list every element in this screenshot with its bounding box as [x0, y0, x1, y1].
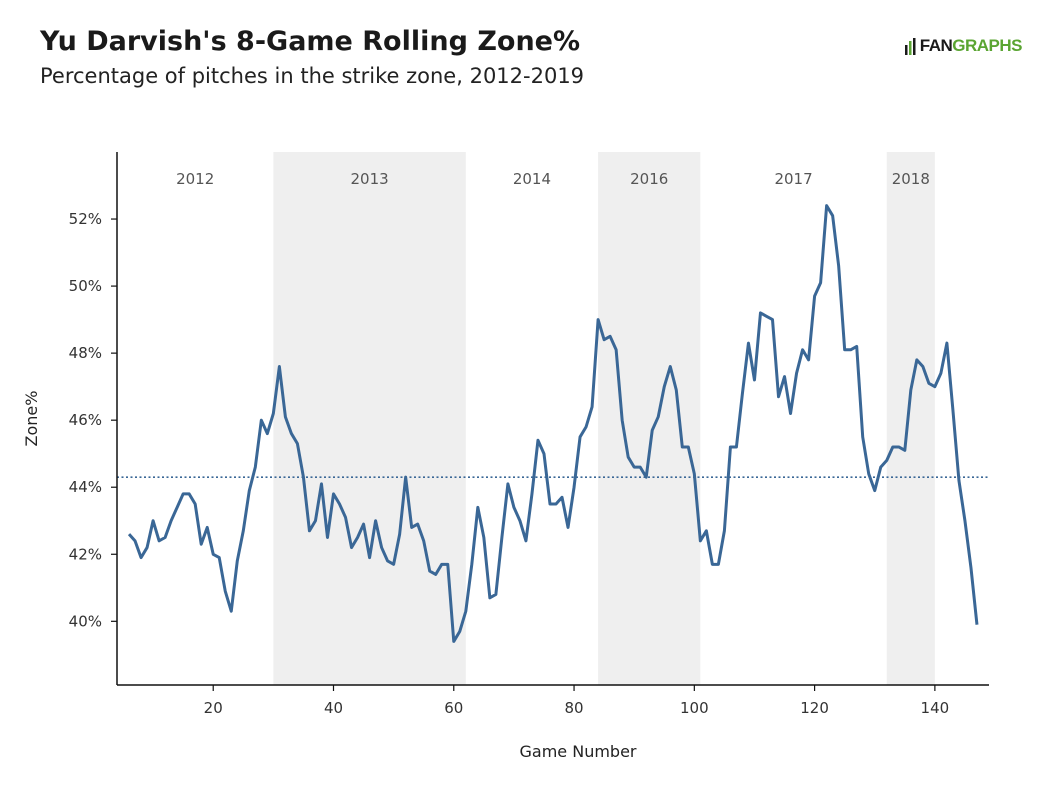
season-label-2016: 2016: [630, 170, 668, 188]
season-band-2018: [886, 152, 935, 685]
y-tick-label: 52%: [69, 210, 102, 228]
season-label-2017: 2017: [774, 170, 812, 188]
chart-subtitle: Percentage of pitches in the strike zone…: [40, 64, 585, 88]
season-label-2013: 2013: [350, 170, 388, 188]
y-tick-label: 42%: [69, 545, 102, 563]
x-tick-label: 40: [324, 699, 343, 717]
x-tick-label: 120: [800, 699, 829, 717]
season-label-2014: 2014: [513, 170, 551, 188]
x-axis-ticks: 20 40 60 80 100 120 140: [204, 685, 950, 717]
x-tick-label: 100: [680, 699, 709, 717]
y-tick-label: 48%: [69, 344, 102, 362]
y-axis-ticks: 40% 42% 44% 46% 48% 50% 52%: [69, 210, 117, 630]
chart-title: Yu Darvish's 8-Game Rolling Zone%: [40, 26, 581, 57]
y-tick-label: 44%: [69, 478, 102, 496]
fangraphs-logo: FAN GRAPHS: [904, 36, 1022, 56]
y-tick-label: 46%: [69, 411, 102, 429]
season-band-2013: [273, 152, 466, 685]
season-band-2016: [598, 152, 701, 685]
logo-text-fan: FAN: [919, 36, 953, 55]
y-axis-label: Zone%: [22, 391, 41, 447]
axes: [116, 152, 989, 686]
season-label-2018: 2018: [892, 170, 930, 188]
y-tick-label: 50%: [69, 277, 102, 295]
season-label-2012: 2012: [176, 170, 214, 188]
x-tick-label: 140: [921, 699, 950, 717]
season-bands: 2012 2013 2014 2016 2017 2018: [176, 152, 935, 685]
x-tick-label: 80: [565, 699, 584, 717]
fangraphs-player-icon: [904, 38, 916, 55]
y-tick-label: 40%: [69, 612, 102, 630]
logo-text-graphs: GRAPHS: [952, 36, 1022, 55]
series-line-zone-pct: [127, 204, 979, 643]
x-tick-label: 20: [204, 699, 223, 717]
x-axis-label: Game Number: [520, 742, 637, 761]
x-tick-label: 60: [444, 699, 463, 717]
